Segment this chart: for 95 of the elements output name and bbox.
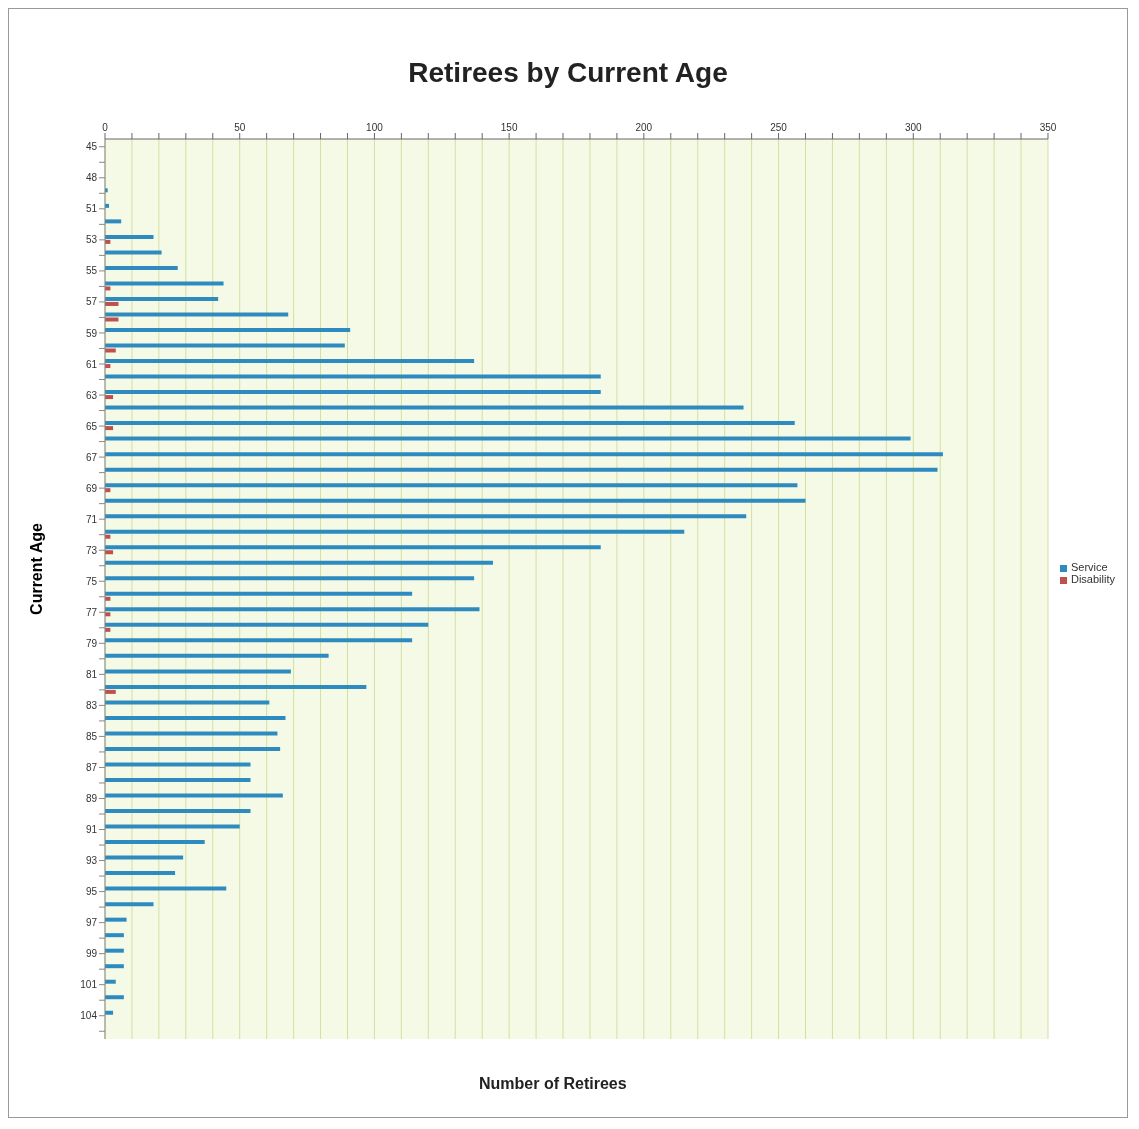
y-tick-label: 91 [85, 824, 98, 836]
bar [105, 452, 943, 457]
bar [105, 545, 601, 550]
bar [105, 979, 116, 984]
y-tick-label: 75 [85, 575, 98, 587]
bar [105, 917, 127, 922]
bar [105, 591, 413, 596]
bar [105, 840, 205, 845]
y-tick-label: 55 [85, 265, 98, 277]
y-tick-label: 65 [85, 420, 98, 432]
bar [105, 778, 251, 782]
bar [105, 405, 744, 410]
bar [105, 514, 747, 519]
bar [105, 483, 798, 488]
bar [105, 250, 162, 255]
bar [105, 467, 938, 472]
y-tick-label: 59 [85, 327, 98, 339]
y-tick-label: 97 [85, 917, 98, 929]
y-tick-label: 101 [80, 979, 98, 991]
bar [105, 343, 345, 348]
y-tick-label: 79 [85, 637, 98, 649]
bar [105, 296, 219, 301]
y-tick-label: 51 [85, 203, 98, 215]
bar [105, 281, 224, 286]
bar [105, 529, 685, 534]
y-tick-label: 81 [85, 668, 98, 680]
x-tick-label: 0 [102, 122, 109, 133]
bar [105, 421, 795, 426]
bar [105, 824, 240, 829]
y-tick-label: 95 [85, 886, 98, 898]
y-tick-label: 83 [85, 699, 98, 711]
bar [105, 793, 283, 798]
bar [105, 234, 154, 239]
bar [105, 653, 329, 658]
x-tick-label: 150 [500, 122, 518, 133]
legend-label: Service [1070, 561, 1108, 573]
y-tick-label: 73 [85, 544, 98, 556]
y-tick-label: 67 [85, 451, 98, 463]
y-tick-label: 85 [85, 730, 98, 742]
y-tick-label: 45 [85, 141, 98, 153]
bar [105, 219, 122, 224]
bar [105, 498, 806, 503]
bar [105, 964, 124, 969]
bar [105, 689, 116, 694]
y-tick-label: 53 [85, 234, 98, 246]
bar [105, 855, 184, 860]
y-tick-label: 99 [85, 948, 98, 960]
y-tick-label: 48 [85, 172, 98, 184]
bar [105, 746, 281, 751]
bar [105, 995, 124, 1000]
bar [105, 684, 367, 689]
bar [105, 359, 475, 364]
y-tick-label: 61 [85, 358, 98, 370]
y-tick-label: 57 [85, 296, 98, 308]
bar [105, 622, 429, 627]
bar [105, 871, 176, 876]
y-tick-label: 63 [85, 389, 98, 401]
bar [105, 669, 291, 674]
y-tick-label: 104 [80, 1010, 98, 1022]
bar [105, 607, 480, 612]
bar [105, 948, 124, 953]
bar [105, 374, 601, 379]
chart-title: Retirees by Current Age [407, 57, 729, 89]
x-axis-title: Number of Retirees [479, 1075, 627, 1093]
bar [105, 638, 413, 643]
y-tick-label: 69 [85, 482, 98, 494]
bar [105, 390, 601, 395]
bar [105, 886, 227, 891]
bar [105, 762, 251, 767]
legend-label: Disability [1070, 573, 1115, 585]
bar [105, 560, 493, 565]
bar [105, 902, 154, 907]
bar [105, 576, 475, 581]
bar [105, 265, 178, 270]
bar [105, 436, 911, 441]
y-axis-title: Current Age [28, 523, 46, 615]
bar [105, 328, 351, 332]
x-tick-label: 100 [366, 122, 384, 133]
x-tick-label: 250 [770, 122, 788, 133]
y-tick-label: 77 [85, 606, 98, 618]
bar [105, 312, 289, 317]
bar [105, 700, 270, 705]
bar [105, 348, 116, 353]
bar [105, 715, 286, 720]
y-tick-label: 93 [85, 855, 98, 867]
x-tick-label: 200 [635, 122, 653, 133]
x-tick-label: 300 [904, 122, 923, 133]
bar [105, 809, 251, 814]
y-tick-label: 87 [85, 762, 98, 773]
x-tick-label: 50 [234, 122, 246, 133]
bar [105, 731, 278, 736]
y-tick-label: 89 [85, 793, 98, 805]
y-tick-label: 71 [85, 513, 98, 525]
bar [105, 933, 124, 938]
x-tick-label: 350 [1039, 122, 1057, 133]
